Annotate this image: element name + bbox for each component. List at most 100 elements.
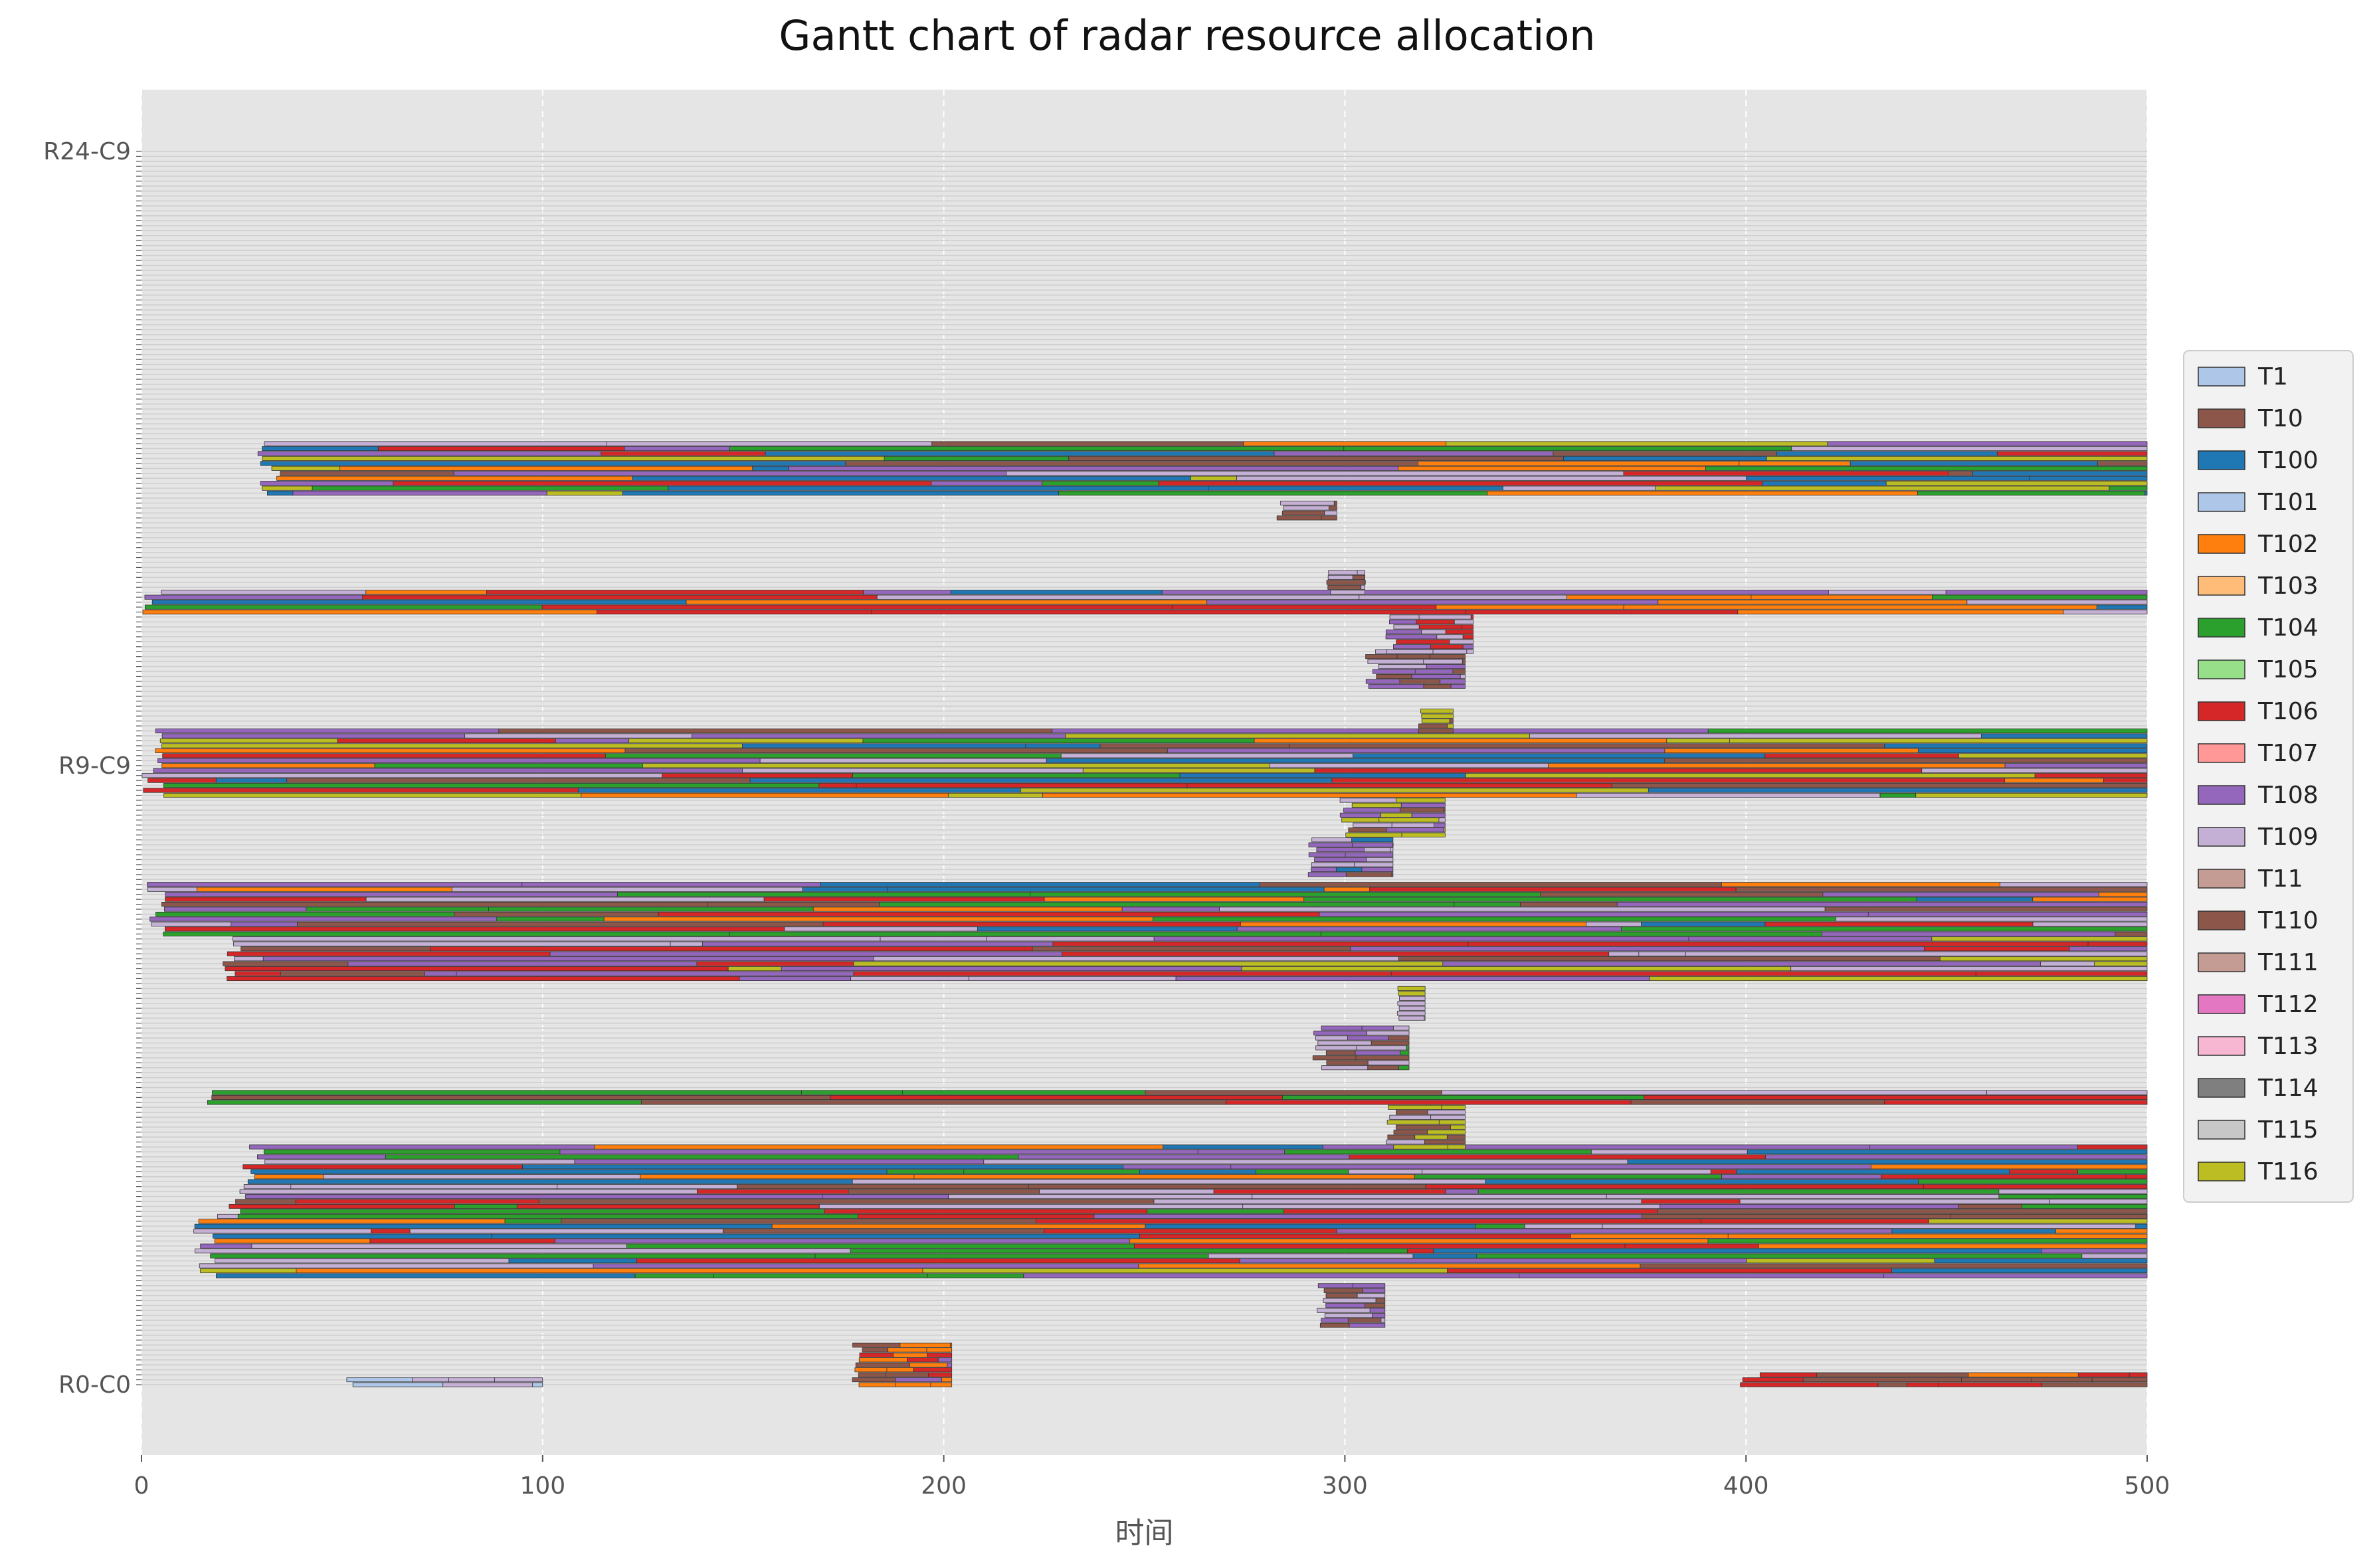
task-bar	[464, 733, 693, 739]
task-bar	[1208, 485, 1503, 491]
task-bar	[1441, 1090, 1987, 1095]
task-bar	[1006, 471, 1624, 476]
task-bar	[1282, 1094, 1645, 1100]
task-bar	[1411, 812, 1446, 818]
task-bar	[488, 907, 814, 912]
task-bar	[235, 971, 281, 976]
task-bar	[1426, 664, 1466, 669]
task-bar	[1365, 654, 1398, 659]
task-bar	[1449, 719, 1454, 724]
task-bar	[1444, 828, 1446, 833]
legend-swatch	[2198, 1078, 2245, 1098]
task-bar	[930, 1382, 953, 1387]
task-bar	[216, 1273, 636, 1278]
task-bar	[257, 451, 602, 456]
task-bar	[1326, 1060, 1369, 1065]
task-bar	[1393, 1025, 1410, 1031]
task-bar	[1460, 673, 1466, 679]
task-bar	[820, 882, 1260, 887]
task-bar	[1440, 679, 1466, 684]
task-bar	[983, 1159, 1628, 1164]
task-bar	[1327, 584, 1362, 590]
task-bar	[2094, 961, 2148, 966]
task-bar	[1042, 792, 1577, 798]
task-bar	[1412, 1253, 1477, 1259]
task-bar	[198, 1219, 506, 1224]
task-bar	[1918, 1179, 2148, 1184]
task-bar	[1153, 916, 1836, 922]
task-bar	[1324, 1313, 1373, 1318]
legend-box	[2183, 350, 2354, 1203]
task-bar	[855, 1362, 910, 1367]
task-bar	[1099, 743, 1290, 748]
task-bar	[451, 887, 803, 892]
legend-swatch	[2198, 743, 2245, 763]
task-bar	[155, 728, 500, 734]
task-bar	[1487, 491, 1919, 496]
task-bar	[880, 936, 987, 942]
task-bar	[1319, 1322, 1350, 1328]
task-bar	[1345, 852, 1394, 857]
task-bar	[1276, 515, 1322, 521]
task-bar	[1336, 1229, 1893, 1234]
legend[interactable]: T1 T10 T100 T101 T102 T103 T104 T105 T106 T107 T10…	[2183, 350, 2354, 1203]
task-bar	[593, 1263, 1139, 1268]
task-bar	[597, 610, 872, 615]
task-bar	[2087, 941, 2148, 946]
task-bar	[2091, 1377, 2148, 1383]
task-bar	[286, 778, 751, 783]
task-bar	[1466, 610, 1739, 615]
task-bar	[1621, 926, 2148, 932]
task-bar	[522, 1164, 1123, 1170]
legend-entry-label: T105	[2257, 656, 2319, 683]
task-bar	[2009, 1169, 2078, 1174]
task-bar	[1349, 1322, 1386, 1328]
task-bar	[1351, 802, 1402, 808]
task-bar	[1442, 961, 2041, 966]
task-bar	[1449, 639, 1474, 644]
task-bar	[1335, 867, 1363, 872]
x-tick-label: 200	[921, 1472, 967, 1500]
task-bar	[1623, 471, 1949, 476]
task-bar	[1378, 664, 1427, 669]
y-tick-label: R0-C0	[58, 1371, 131, 1399]
task-bar	[1153, 1199, 1642, 1204]
task-bar	[262, 956, 874, 962]
task-bar	[235, 1199, 296, 1204]
task-bar	[214, 1239, 371, 1244]
task-bar	[1563, 456, 1767, 461]
task-bar	[1314, 768, 1923, 773]
task-bar	[853, 961, 1444, 966]
task-bar	[1641, 1199, 1741, 1204]
task-bar	[884, 456, 1070, 461]
task-bar	[1349, 1154, 1766, 1160]
task-bar	[1315, 1035, 1348, 1041]
task-bar	[1219, 907, 1826, 912]
task-bar	[1213, 1189, 1446, 1194]
task-bar	[1325, 1293, 1358, 1298]
task-bar	[1044, 1229, 1337, 1234]
task-bar	[1921, 768, 2148, 773]
task-bar	[1881, 1174, 2127, 1179]
legend-entry-label: T1	[2257, 363, 2288, 391]
task-bar	[1476, 1253, 2083, 1259]
task-bar	[1958, 753, 2148, 758]
task-bar	[1454, 902, 1521, 907]
task-bar	[863, 590, 951, 595]
task-bar	[231, 921, 298, 926]
task-bar	[365, 590, 487, 595]
legend-entry-label: T108	[2257, 782, 2319, 809]
task-bar	[1391, 872, 1394, 877]
task-bar	[876, 594, 1360, 600]
x-axis-ticks: 0 100 200 300 400 500	[134, 1455, 2170, 1500]
task-bar	[1280, 500, 1335, 506]
task-bar	[1042, 481, 1159, 486]
task-bar	[1450, 683, 1466, 689]
task-bar	[1644, 1094, 2148, 1100]
x-tick-label: 100	[520, 1472, 565, 1500]
task-bar	[1998, 1194, 2148, 1199]
task-bar	[1060, 753, 1353, 758]
legend-entry-label: T111	[2257, 949, 2319, 976]
task-bar	[200, 1268, 297, 1274]
task-bar	[1129, 1239, 1709, 1244]
